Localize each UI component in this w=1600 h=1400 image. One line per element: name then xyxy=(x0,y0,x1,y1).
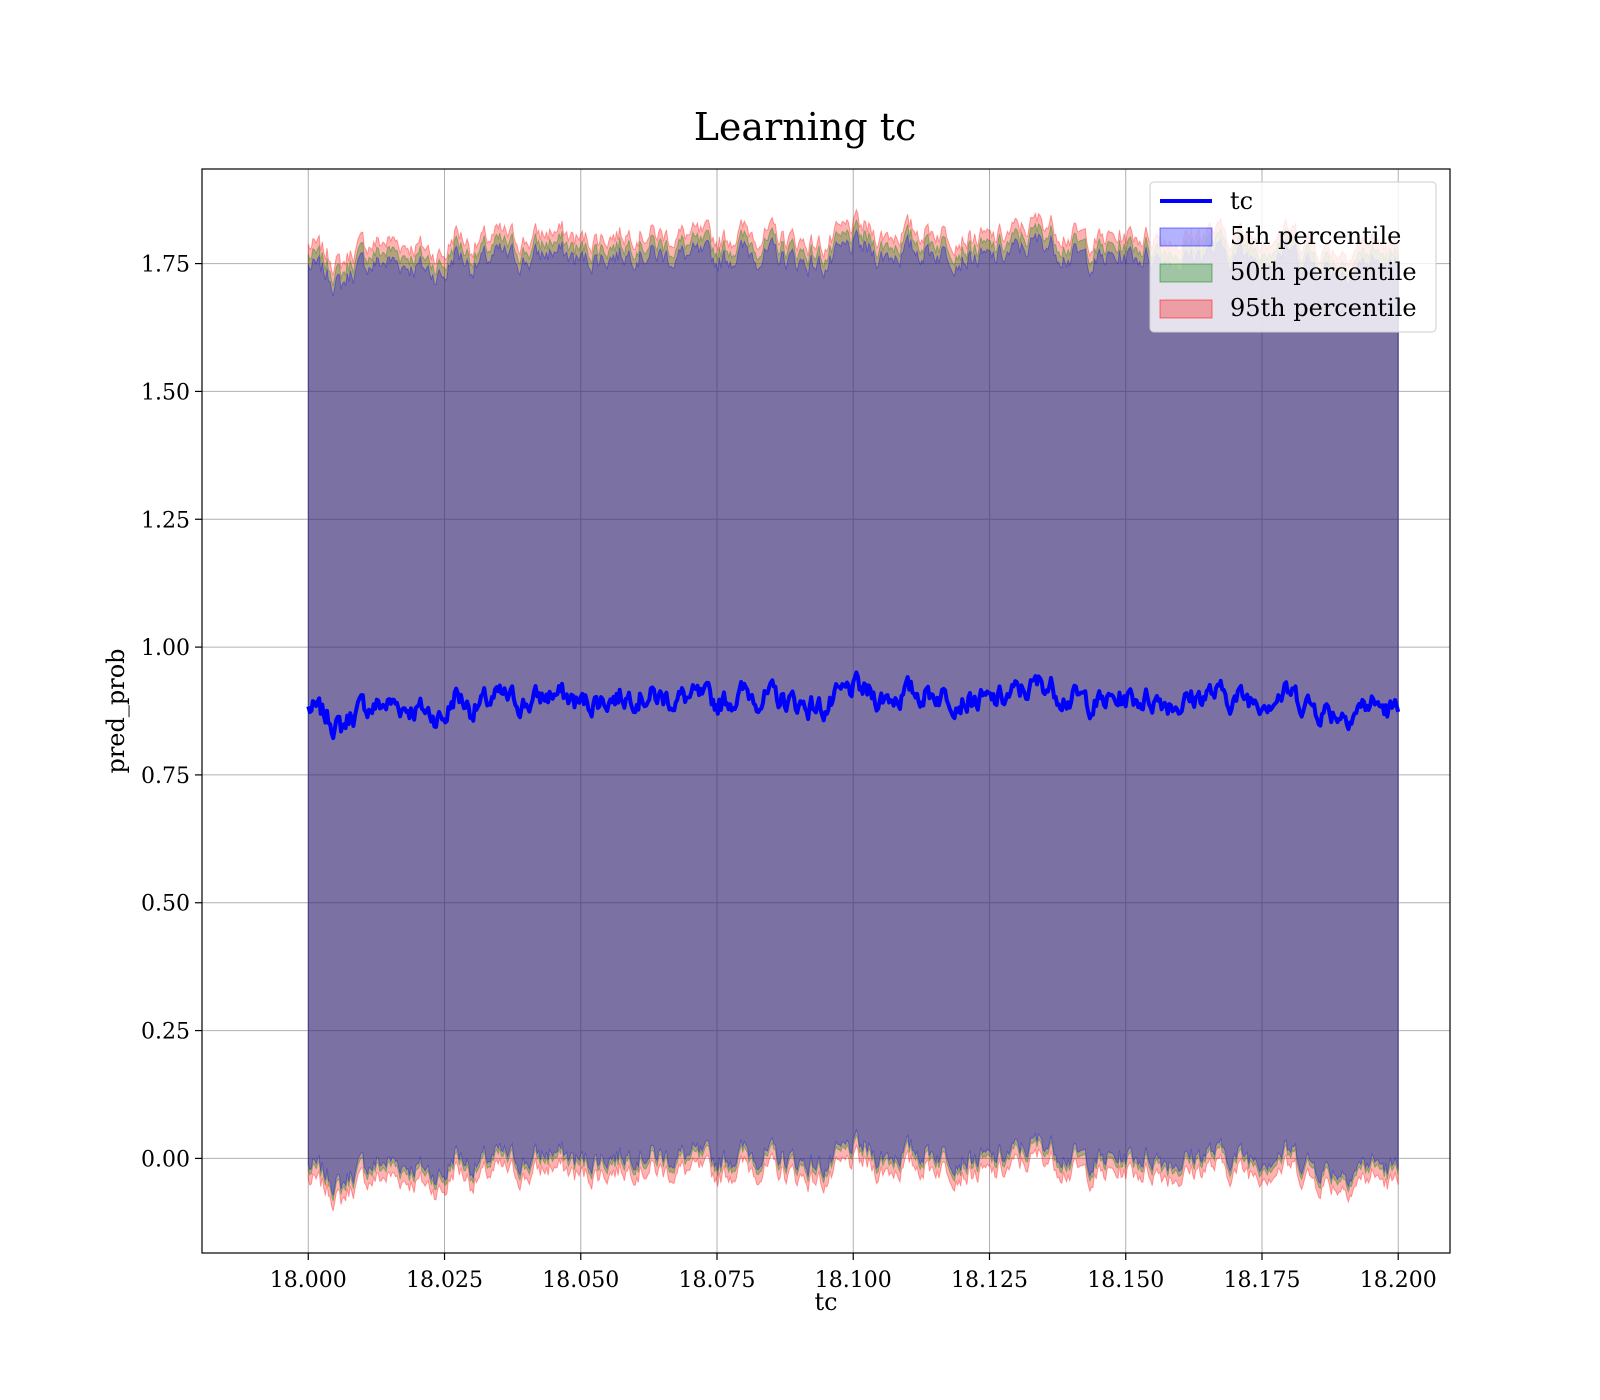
tc-line xyxy=(306,670,1401,741)
legend: tc 5th percentile 50th percentile 95th p… xyxy=(1149,181,1437,333)
x-ticks: 18.000 18.025 18.050 18.075 18.100 18.125 18.1… xyxy=(270,1253,1437,1293)
band-5th-percentile xyxy=(307,228,1399,1196)
grid xyxy=(202,169,1450,1253)
x-tick-label: 18.025 xyxy=(406,1268,483,1293)
legend-label-95th: 95th percentile xyxy=(1230,294,1417,322)
y-tick-label: 1.50 xyxy=(141,380,190,405)
legend-swatch-95th xyxy=(1159,299,1213,319)
y-tick-label: 0.75 xyxy=(141,764,190,789)
y-tick-label: 0.25 xyxy=(141,1020,190,1045)
legend-swatch-5th xyxy=(1159,227,1213,247)
x-axis-label: tc xyxy=(814,1288,837,1316)
legend-label-50th: 50th percentile xyxy=(1230,258,1417,286)
y-ticks: 0.00 0.25 0.50 0.75 1.00 1.25 1.50 1.75 xyxy=(141,253,202,1172)
legend-label-tc: tc xyxy=(1230,187,1253,215)
band-50th-percentile xyxy=(307,218,1399,1201)
x-tick-label: 18.100 xyxy=(815,1268,892,1293)
x-tick-label: 18.150 xyxy=(1087,1268,1164,1293)
y-tick-label: 0.50 xyxy=(141,892,190,917)
x-tick-label: 18.175 xyxy=(1223,1268,1300,1293)
y-tick-label: 1.75 xyxy=(141,253,190,278)
x-tick-label: 18.050 xyxy=(542,1268,619,1293)
y-tick-label: 1.00 xyxy=(141,636,190,661)
y-tick-label: 1.25 xyxy=(141,508,190,533)
x-tick-label: 18.125 xyxy=(951,1268,1028,1293)
legend-label-5th: 5th percentile xyxy=(1230,222,1401,250)
band-95th-percentile xyxy=(307,208,1399,1212)
x-tick-label: 18.075 xyxy=(679,1268,756,1293)
y-axis-label: pred_prob xyxy=(102,648,130,773)
x-tick-label: 18.200 xyxy=(1360,1268,1437,1293)
percentile-bands xyxy=(307,208,1399,1212)
y-tick-label: 0.00 xyxy=(141,1147,190,1172)
legend-box xyxy=(1149,181,1437,333)
tc-line-layer xyxy=(306,670,1401,741)
chart-title: Learning tc xyxy=(694,105,917,149)
plot-frame xyxy=(201,168,1451,1254)
legend-swatch-50th xyxy=(1159,263,1213,283)
x-tick-label: 18.000 xyxy=(270,1268,347,1293)
